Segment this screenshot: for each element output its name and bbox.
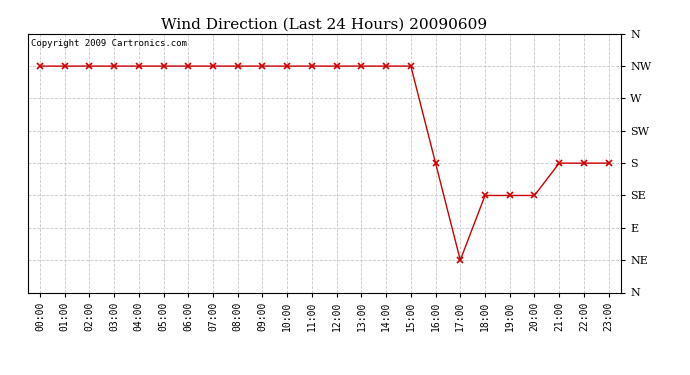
Text: Copyright 2009 Cartronics.com: Copyright 2009 Cartronics.com bbox=[30, 39, 186, 48]
Title: Wind Direction (Last 24 Hours) 20090609: Wind Direction (Last 24 Hours) 20090609 bbox=[161, 17, 487, 31]
